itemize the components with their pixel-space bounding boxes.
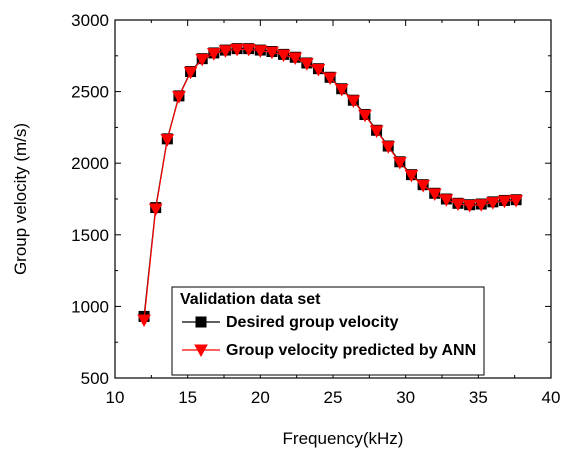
- data-point: [358, 109, 372, 123]
- data-point: [416, 179, 430, 193]
- data-point: [172, 91, 186, 104]
- legend-swatch-marker: [194, 344, 208, 358]
- data-point: [241, 43, 256, 57]
- data-point: [195, 53, 210, 67]
- data-point: [265, 46, 279, 60]
- data-point: [346, 95, 361, 108]
- data-point: [311, 63, 326, 77]
- x-axis: 10 15 20 25 30 35 40: [106, 20, 561, 407]
- data-point: [474, 199, 489, 212]
- data-point: [462, 199, 477, 213]
- x-tick-label: 30: [396, 388, 415, 407]
- data-point: [137, 314, 151, 328]
- data-point: [183, 66, 198, 80]
- x-axis-label: Frequency(kHz): [283, 429, 404, 448]
- data-point: [148, 203, 163, 217]
- data-point: [334, 83, 349, 97]
- x-tick-label: 10: [106, 388, 125, 407]
- y-tick-label: 2500: [71, 83, 109, 102]
- x-tick-label: 35: [469, 388, 488, 407]
- y-axis: 500 1000 1500 2000 2500 3000: [71, 11, 551, 388]
- series-line: [143, 48, 517, 321]
- data-point: [160, 134, 175, 147]
- legend-title: Validation data set: [180, 291, 321, 308]
- data-point: [288, 52, 303, 65]
- data-point: [381, 141, 396, 154]
- y-axis-label: Group velocity (m/s): [11, 123, 30, 275]
- legend-label: Desired group velocity: [226, 314, 399, 331]
- legend-swatch-marker: [195, 316, 207, 328]
- data-point: [393, 156, 407, 170]
- data-point: [486, 197, 500, 210]
- data-point: [369, 125, 384, 139]
- data-point: [230, 43, 244, 57]
- data-point: [404, 169, 419, 183]
- data-point: [451, 198, 465, 212]
- y-tick-label: 3000: [71, 11, 109, 30]
- x-tick-label: 20: [251, 388, 270, 407]
- y-tick-label: 2000: [71, 154, 109, 173]
- y-tick-label: 500: [81, 369, 109, 388]
- data-point: [439, 194, 454, 207]
- legend-box: [171, 286, 485, 376]
- data-point: [323, 72, 337, 86]
- legend: Validation data set Desired group veloci…: [171, 286, 485, 376]
- data-point: [253, 45, 268, 58]
- y-tick-label: 1000: [71, 297, 109, 316]
- series-line: [143, 48, 517, 317]
- y-tick-label: 1500: [71, 226, 109, 245]
- legend-label: Group velocity predicted by ANN: [226, 342, 476, 359]
- data-point: [276, 49, 291, 63]
- data-point: [218, 45, 233, 58]
- x-tick-label: 15: [178, 388, 197, 407]
- x-tick-label: 25: [324, 388, 343, 407]
- data-point: [206, 48, 221, 61]
- data-point: [509, 194, 523, 208]
- series-1: [138, 43, 522, 322]
- series-layer: [137, 43, 523, 328]
- legend-item: Desired group velocity: [182, 314, 399, 331]
- data-point: [497, 195, 512, 209]
- legend-item: Group velocity predicted by ANN: [182, 342, 476, 359]
- data-point: [427, 188, 442, 202]
- data-point: [299, 58, 314, 71]
- series-2: [137, 43, 523, 328]
- x-tick-label: 40: [542, 388, 561, 407]
